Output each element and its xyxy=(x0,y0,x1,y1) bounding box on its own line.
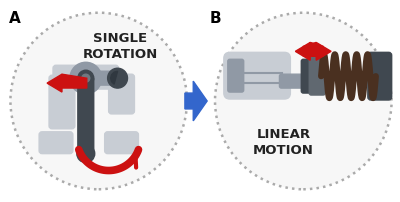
Circle shape xyxy=(215,13,392,189)
Text: B: B xyxy=(210,11,222,26)
Circle shape xyxy=(70,62,102,94)
Circle shape xyxy=(108,68,128,88)
FancyBboxPatch shape xyxy=(228,59,244,92)
Text: SINGLE
ROTATION: SINGLE ROTATION xyxy=(83,32,158,61)
Polygon shape xyxy=(185,81,207,121)
Circle shape xyxy=(77,145,95,163)
FancyBboxPatch shape xyxy=(53,65,118,89)
Polygon shape xyxy=(295,42,323,60)
FancyBboxPatch shape xyxy=(39,132,73,154)
Polygon shape xyxy=(111,71,118,84)
FancyBboxPatch shape xyxy=(49,75,75,129)
FancyBboxPatch shape xyxy=(280,74,311,88)
Circle shape xyxy=(82,74,90,82)
FancyBboxPatch shape xyxy=(309,57,325,95)
FancyBboxPatch shape xyxy=(85,71,118,85)
Polygon shape xyxy=(47,74,87,92)
FancyBboxPatch shape xyxy=(109,74,134,114)
FancyBboxPatch shape xyxy=(224,52,290,99)
Text: A: A xyxy=(9,11,21,26)
FancyBboxPatch shape xyxy=(78,77,94,153)
Text: LINEAR
MOTION: LINEAR MOTION xyxy=(253,128,314,158)
Circle shape xyxy=(78,70,94,86)
FancyBboxPatch shape xyxy=(301,59,321,93)
Polygon shape xyxy=(303,42,331,60)
FancyBboxPatch shape xyxy=(368,52,392,100)
FancyBboxPatch shape xyxy=(105,132,138,154)
Circle shape xyxy=(10,13,187,189)
